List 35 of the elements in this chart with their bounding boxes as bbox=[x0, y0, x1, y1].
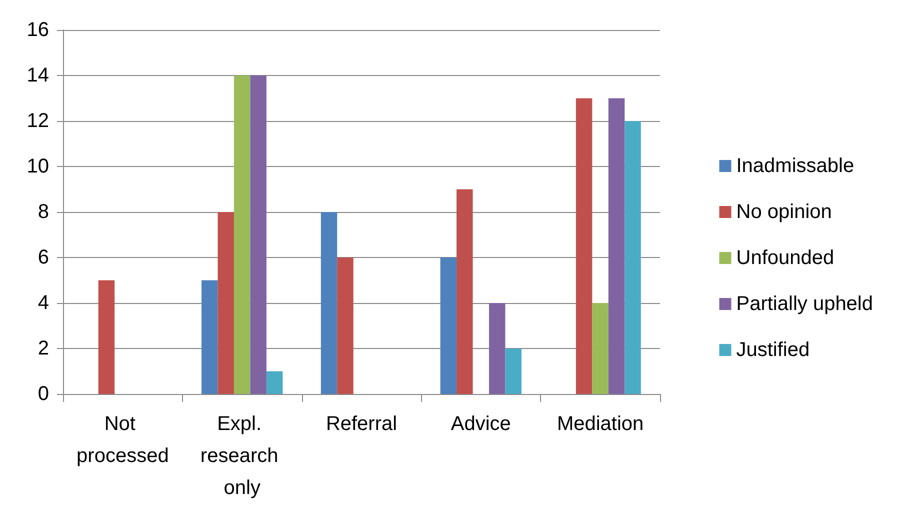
y-tick-label: 8 bbox=[38, 201, 49, 223]
y-tick-label: 14 bbox=[26, 64, 49, 86]
x-tick-label: Not processed bbox=[76, 413, 169, 467]
y-tick-label: 6 bbox=[38, 246, 49, 268]
bar bbox=[202, 280, 218, 394]
y-tick-label: 10 bbox=[26, 156, 49, 178]
bar bbox=[218, 212, 234, 394]
bar bbox=[98, 280, 115, 394]
bar bbox=[592, 303, 608, 394]
x-tick-label: Mediation bbox=[556, 413, 644, 435]
legend-label: Unfounded bbox=[736, 247, 834, 269]
bar bbox=[234, 76, 250, 394]
y-tick-label: 12 bbox=[26, 110, 49, 132]
bar bbox=[576, 98, 592, 394]
y-tick-label: 2 bbox=[38, 338, 49, 360]
bar bbox=[456, 189, 473, 394]
legend-label: Partially upheld bbox=[736, 293, 873, 315]
bar bbox=[440, 258, 457, 394]
bar bbox=[250, 76, 266, 394]
bar bbox=[608, 98, 625, 394]
y-tick-label: 0 bbox=[38, 383, 49, 405]
x-tick-label: Advice bbox=[450, 413, 511, 435]
bar bbox=[320, 212, 338, 394]
bar bbox=[505, 348, 522, 394]
bar bbox=[489, 303, 506, 394]
bar bbox=[266, 371, 283, 394]
y-tick-label: 16 bbox=[26, 19, 49, 41]
bar bbox=[624, 121, 641, 394]
legend-label: Justified bbox=[736, 339, 810, 361]
bar bbox=[337, 258, 354, 394]
x-tick-label: Expl. research only bbox=[200, 413, 284, 499]
x-tick-label: Referral bbox=[326, 413, 398, 435]
y-tick-label: 4 bbox=[38, 292, 49, 314]
legend-label: Inadmissable bbox=[736, 155, 854, 177]
legend-label: No opinion bbox=[736, 201, 832, 223]
